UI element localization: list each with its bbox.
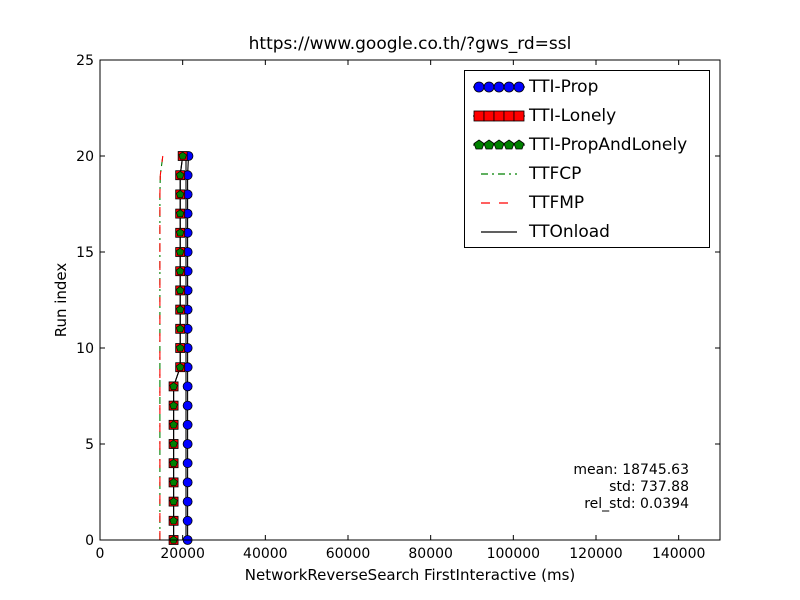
x-tick-label: 60000 [326,546,371,562]
point-tti-prop [182,477,193,488]
axes-layer: 0 20000 40000 60000 80000 100000 120000 140000 0… [76,53,721,562]
legend: TTI-Prop TTI-Lonely TTI-PropAndLonely TT… [464,70,710,248]
plot-frame [99,59,721,541]
x-tick-label: 80000 [408,546,453,562]
stat-mean: mean: 18745.63 [573,462,689,478]
x-tick-label: 40000 [243,546,288,562]
chart-title: https://www.google.co.th/?gws_rd=ssl [248,34,572,54]
point-tti-prop [182,515,193,526]
legend-swatch-tti-lonely [473,110,525,122]
point-tti-propandlonely [169,516,178,525]
point-tti-propandlonely [176,362,185,371]
point-tti-prop [182,419,193,430]
point-tti-propandlonely [169,420,178,429]
legend-item-tti-prop: TTI-Prop [465,75,709,99]
legend-item-tti-lonely: TTI-Lonely [465,104,709,128]
y-axis-label: Run index [52,262,70,338]
legend-swatch-ttfcp [481,173,517,175]
legend-label-tti-propandlonely: TTI-PropAndLonely [529,135,688,155]
point-tti-prop [182,400,193,411]
y-tick-label: 25 [76,53,94,69]
series-line-ttfcp [159,155,164,540]
point-tti-propandlonely [176,324,185,333]
legend-label-ttfmp: TTFMP [529,193,585,213]
point-tti-propandlonely [169,401,178,410]
x-tick-label: 0 [96,546,105,562]
point-tti-prop [182,439,193,449]
legend-label-ttonload: TTOnload [529,222,610,242]
point-tti-prop [182,458,193,469]
x-tick-label: 20000 [160,546,205,562]
point-tti-propandlonely [169,382,178,390]
stat-rel-std: rel_std: 0.0394 [584,496,689,512]
legend-swatch-ttonload [481,231,517,233]
point-tti-propandlonely [169,478,178,486]
legend-label-ttfcp: TTFCP [529,164,582,184]
point-tti-prop [182,496,193,507]
y-tick-label: 5 [85,437,94,453]
series-layer [159,151,194,545]
point-tti-propandlonely [169,497,178,506]
point-tti-propandlonely [176,247,185,256]
legend-label-tti-prop: TTI-Prop [529,77,599,97]
legend-swatch-tti-prop [473,81,525,93]
point-tti-propandlonely [178,151,187,160]
legend-swatch-tti-propandlonely [473,139,525,150]
point-tti-propandlonely [176,190,185,198]
point-tti-propandlonely [169,439,178,448]
point-tti-prop [182,381,193,392]
point-tti-propandlonely [176,228,185,237]
stats-annotation: mean: 18745.63 std: 737.88 rel_std: 0.03… [573,462,689,513]
point-tti-propandlonely [176,209,185,218]
point-tti-propandlonely [176,286,185,294]
x-tick-label: 100000 [487,546,540,562]
stat-std: std: 737.88 [609,479,689,495]
y-tick-label: 10 [76,341,94,357]
legend-label-tti-lonely: TTI-Lonely [529,106,617,126]
legend-item-ttfcp: TTFCP [465,162,709,186]
legend-item-ttonload: TTOnload [465,220,709,244]
point-tti-propandlonely [169,458,178,467]
x-tick-label: 120000 [569,546,622,562]
y-tick-label: 20 [76,149,94,165]
point-tti-propandlonely [176,170,185,179]
point-tti-propandlonely [176,305,185,314]
legend-item-tti-propandlonely: TTI-PropAndLonely [465,133,709,157]
legend-item-ttfmp: TTFMP [465,191,709,215]
point-tti-propandlonely [176,266,185,275]
x-axis-label: NetworkReverseSearch FirstInteractive (m… [244,566,576,584]
legend-swatch-ttfmp [481,202,517,204]
y-tick-label: 15 [76,245,94,261]
y-tick-label: 0 [85,533,94,549]
point-tti-propandlonely [176,343,185,352]
x-tick-label: 140000 [652,546,705,562]
